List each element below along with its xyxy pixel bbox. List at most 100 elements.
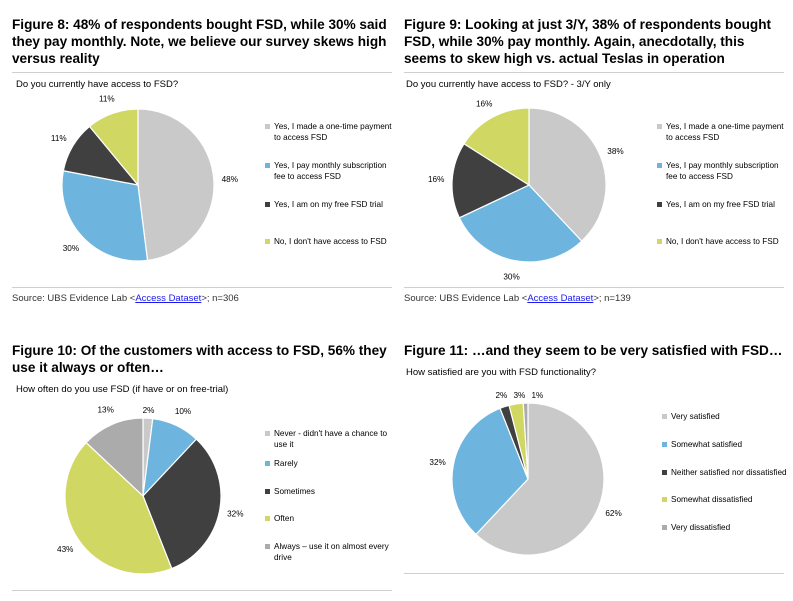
data-label: 38%	[607, 147, 623, 156]
pie-slice	[463, 107, 530, 187]
legend-item: Yes, I am on my free FSD trial	[657, 199, 792, 210]
legend-label: Rarely	[274, 459, 298, 468]
legend-item: Rarely	[265, 458, 400, 469]
source-prefix: Source: UBS Evidence Lab <	[12, 293, 136, 304]
legend-item: Very dissatisfied	[662, 522, 787, 533]
data-label: 32%	[429, 458, 445, 467]
pie-slice	[137, 108, 215, 262]
legend-item: Yes, I made a one-time payment to access…	[657, 121, 792, 143]
legend-label: No, I don't have access to FSD	[666, 237, 779, 246]
legend-swatch	[657, 163, 662, 168]
pie-slice	[451, 142, 531, 219]
access-dataset-link[interactable]: Access Dataset	[135, 293, 202, 304]
divider	[404, 573, 784, 574]
chart-subtitle: How often do you use FSD (if have or on …	[16, 384, 229, 395]
figure-title: Figure 9: Looking at just 3/Y, 38% of re…	[404, 17, 772, 66]
figure-body: Do you currently have access to FSD? - 3…	[404, 73, 784, 308]
legend-item: Very satisfied	[662, 411, 787, 422]
figure-title: Figure 10: Of the customers with access …	[12, 343, 387, 375]
data-label: 32%	[227, 510, 243, 519]
legend-label: Yes, I pay monthly subscription fee to a…	[274, 161, 387, 181]
legend-item: Yes, I made a one-time payment to access…	[265, 121, 400, 143]
figure-body: How satisfied are you with FSD functiona…	[404, 359, 787, 577]
pie-slice	[64, 441, 173, 575]
legend-item: Always – use it on almost every drive	[265, 541, 400, 563]
legend-label: Yes, I pay monthly subscription fee to a…	[666, 161, 779, 181]
legend-item: Somewhat dissatisfied	[662, 494, 787, 505]
legend-swatch	[662, 470, 667, 475]
data-label: 30%	[503, 272, 519, 281]
legend-label: Yes, I made a one-time payment to access…	[666, 122, 784, 142]
pie-slice	[142, 438, 222, 570]
pie-chart: 38% 30% 16% 16%	[428, 100, 624, 282]
legend-label: Sometimes	[274, 487, 315, 496]
figure-title: Figure 11: …and they seem to be very sat…	[404, 343, 783, 358]
legend-label: Never - didn't have a chance to use it	[274, 429, 388, 449]
legend-label: Often	[274, 514, 295, 523]
legend-label: Yes, I am on my free FSD trial	[274, 200, 383, 209]
legend-item: Neither satisfied nor dissatisfied	[662, 467, 787, 478]
legend-swatch	[265, 461, 270, 466]
data-label: 2%	[496, 391, 508, 400]
divider	[404, 287, 784, 288]
figure-body: Do you currently have access to FSD? 48%…	[12, 73, 392, 308]
pie-slice	[451, 407, 529, 536]
legend-label: Yes, I made a one-time payment to access…	[274, 122, 392, 142]
legend-swatch	[265, 202, 270, 207]
pie-slice	[475, 402, 605, 556]
legend-item: Often	[265, 513, 400, 524]
legend-label: Very dissatisfied	[671, 523, 731, 532]
legend-label: Very satisfied	[671, 412, 720, 421]
source-suffix: >; n=306	[201, 293, 239, 304]
legend-swatch	[265, 163, 270, 168]
data-label: 62%	[605, 509, 621, 518]
pie-slice	[528, 107, 607, 242]
legend-label: Somewhat satisfied	[671, 440, 742, 449]
figure-8: Figure 8: 48% of respondents bought FSD,…	[12, 16, 392, 308]
legend-item: Somewhat satisfied	[662, 439, 787, 450]
figure-10: Figure 10: Of the customers with access …	[12, 342, 392, 594]
legend-item: Never - didn't have a chance to use it	[265, 428, 400, 450]
figure-9: Figure 9: Looking at just 3/Y, 38% of re…	[404, 16, 784, 308]
pie-chart: 2% 10% 32% 43% 13%	[57, 406, 244, 575]
legend-swatch	[265, 124, 270, 129]
source-suffix: >; n=139	[593, 293, 631, 304]
legend-label: Always – use it on almost every drive	[274, 542, 389, 562]
chart-subtitle: Do you currently have access to FSD? - 3…	[406, 79, 611, 90]
data-label: 11%	[51, 134, 67, 143]
data-label: 11%	[99, 94, 115, 103]
figure-title: Figure 8: 48% of respondents bought FSD,…	[12, 17, 387, 66]
data-label: 16%	[476, 100, 492, 109]
legend-swatch	[657, 202, 662, 207]
legend-swatch	[265, 431, 270, 436]
pie-slice	[458, 184, 583, 263]
data-label: 16%	[428, 175, 444, 184]
legend-item: Sometimes	[265, 486, 400, 497]
pie-slice	[88, 108, 139, 187]
divider	[12, 287, 392, 288]
legend-swatch	[662, 442, 667, 447]
legend-swatch	[662, 414, 667, 419]
legend-label: No, I don't have access to FSD	[274, 237, 387, 246]
legend-swatch	[662, 525, 667, 530]
data-label: 1%	[532, 391, 544, 400]
legend-item: Yes, I am on my free FSD trial	[265, 199, 400, 210]
legend-swatch	[657, 124, 662, 129]
data-label: 2%	[143, 406, 155, 415]
chart-subtitle: How satisfied are you with FSD functiona…	[406, 367, 597, 378]
legend-label: Somewhat dissatisfied	[671, 495, 753, 504]
data-label: 10%	[175, 407, 191, 416]
legend-swatch	[265, 544, 270, 549]
legend-swatch	[265, 516, 270, 521]
legend-swatch	[265, 239, 270, 244]
legend-label: Neither satisfied nor dissatisfied	[671, 468, 787, 477]
divider	[12, 590, 392, 591]
pie-slice	[61, 170, 149, 262]
legend-label: Yes, I am on my free FSD trial	[666, 200, 775, 209]
legend-swatch	[662, 497, 667, 502]
source-prefix: Source: UBS Evidence Lab <	[404, 293, 528, 304]
divider	[404, 72, 784, 73]
chart-subtitle: Do you currently have access to FSD?	[16, 79, 179, 90]
figure-body: How often do you use FSD (if have or on …	[12, 376, 392, 594]
access-dataset-link[interactable]: Access Dataset	[527, 293, 594, 304]
